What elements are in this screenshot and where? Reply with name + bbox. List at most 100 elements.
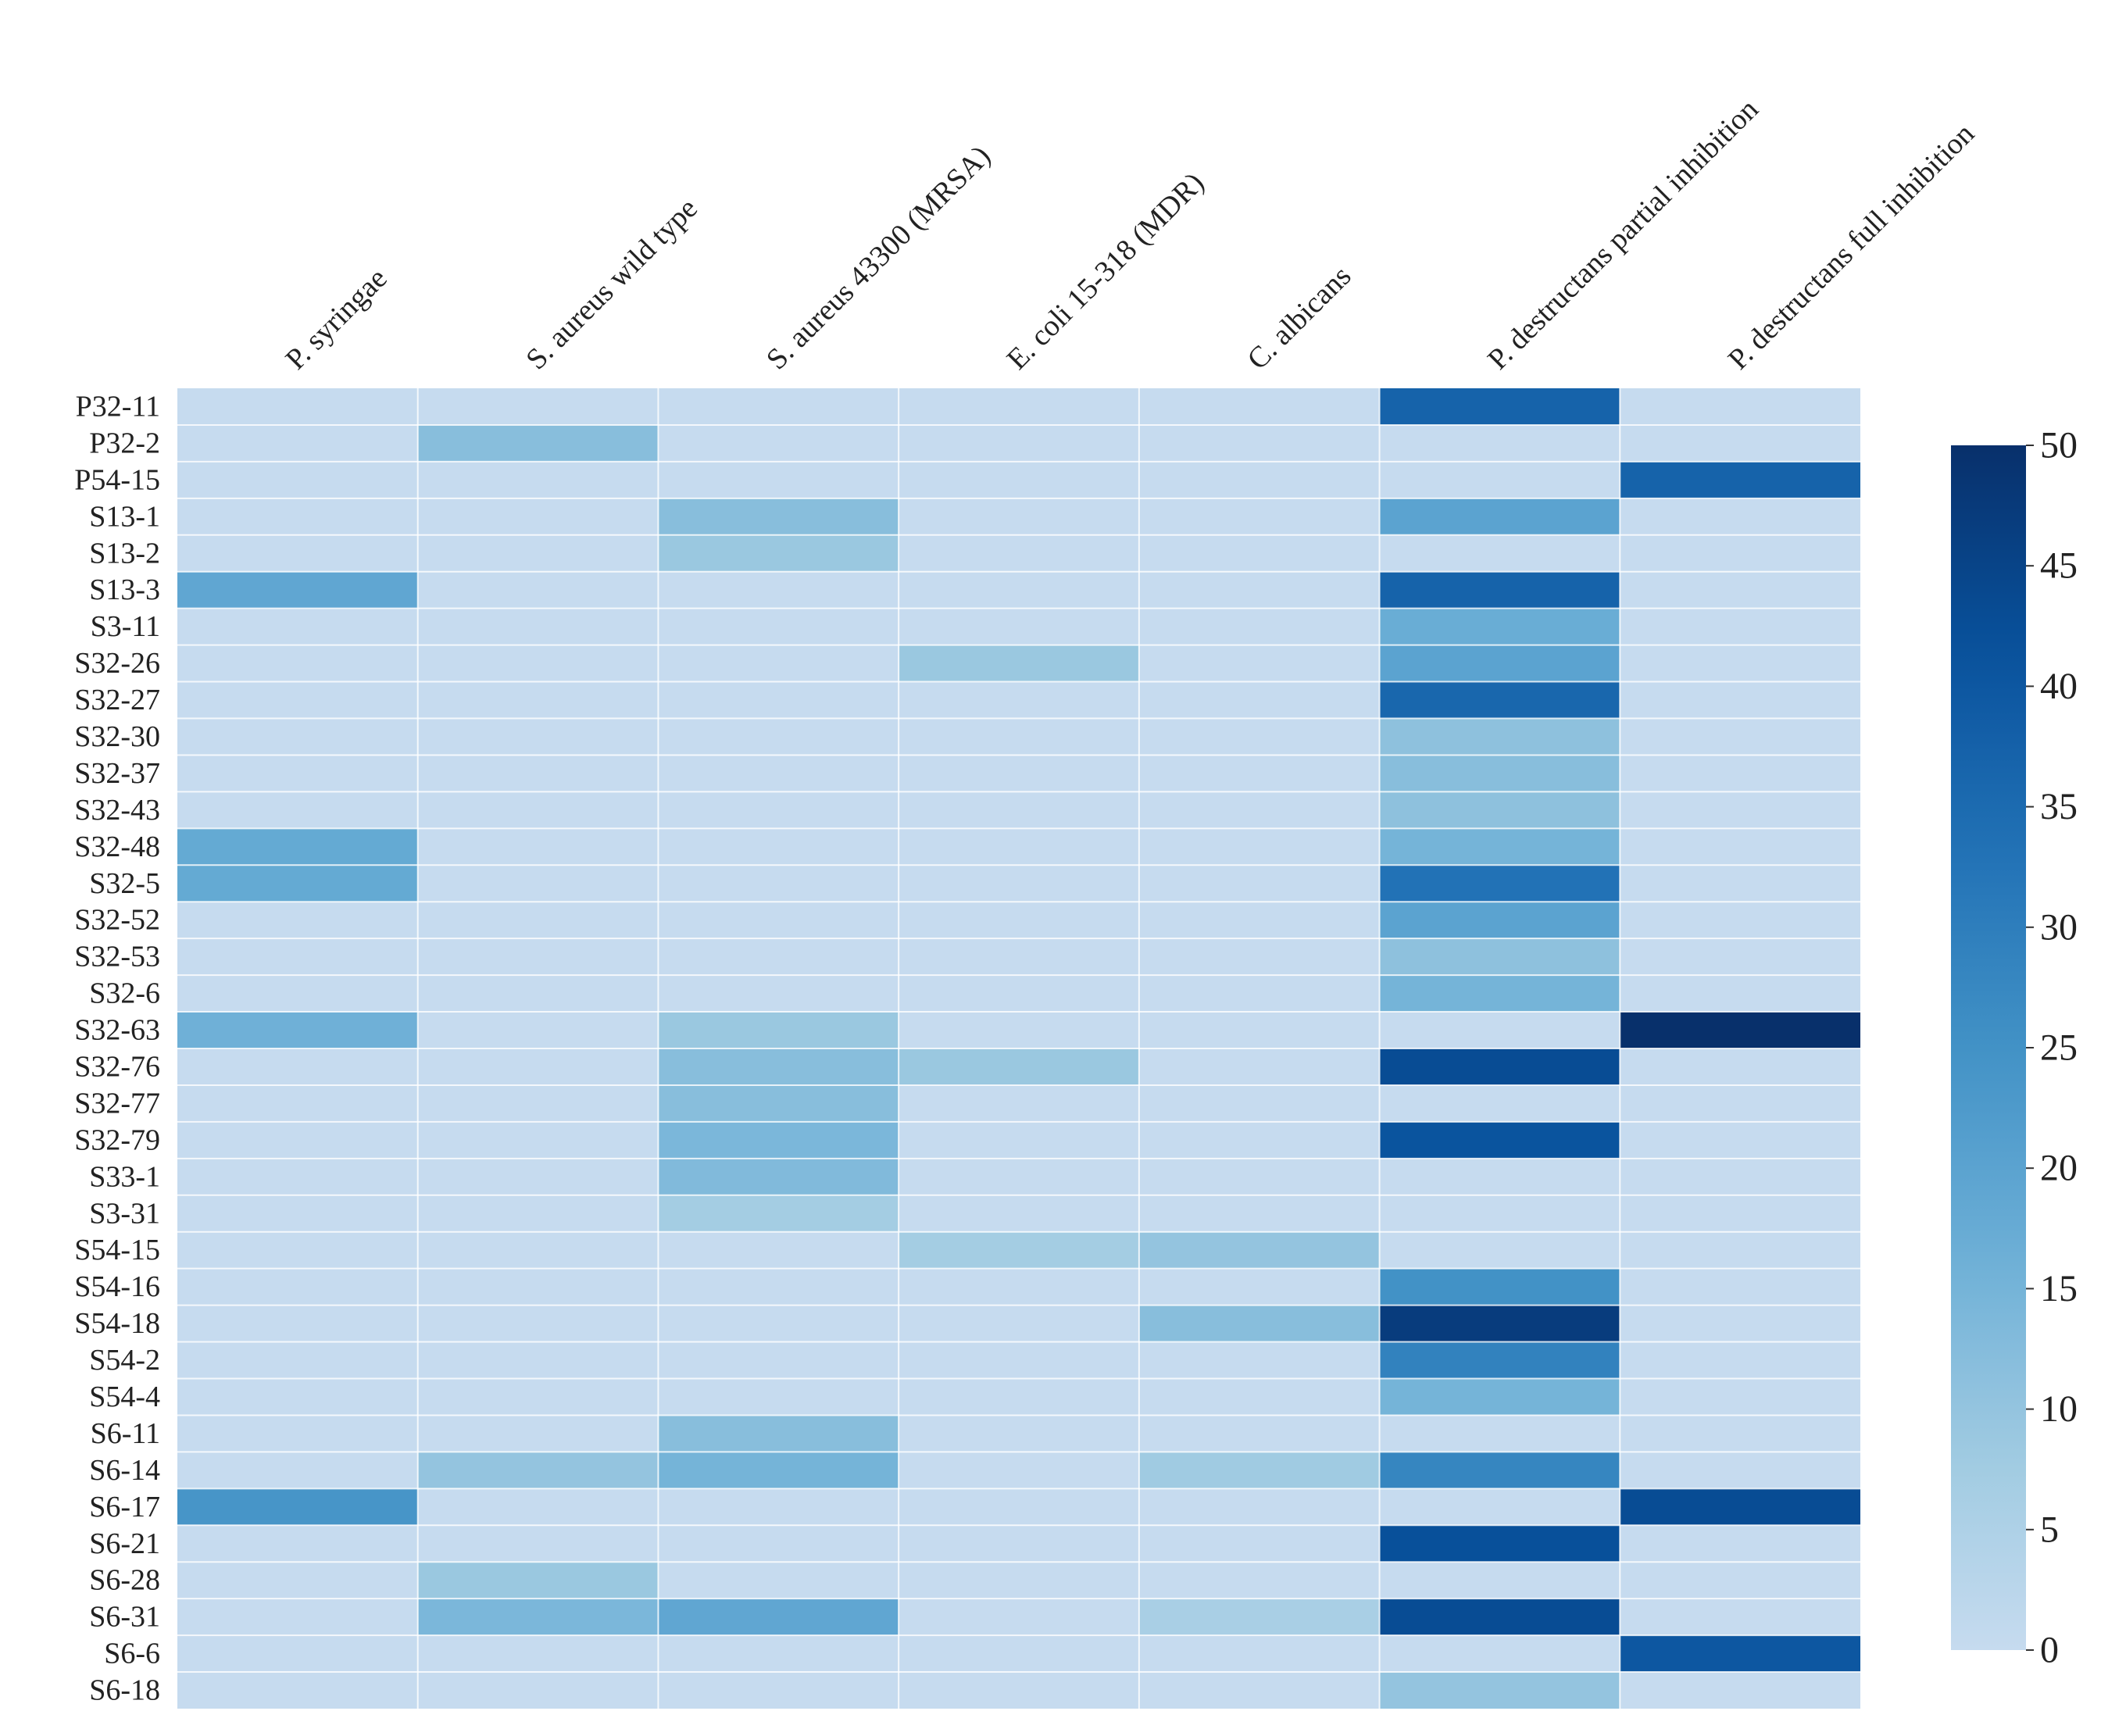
heatmap-cell — [177, 1012, 418, 1048]
heatmap-cell — [417, 718, 659, 755]
heatmap-cell — [417, 1415, 659, 1452]
heatmap-cell — [177, 938, 418, 976]
heatmap-cell — [658, 1195, 899, 1232]
heatmap-cell — [658, 1635, 899, 1673]
heatmap-cell — [1620, 1121, 1860, 1159]
heatmap-cell — [1138, 1084, 1380, 1122]
heatmap-cell — [1379, 1341, 1620, 1379]
heatmap-cell — [899, 1672, 1139, 1709]
heatmap-cell — [177, 1488, 418, 1526]
heatmap-cell — [1620, 1158, 1860, 1195]
heatmap-cell — [899, 938, 1139, 976]
colorbar-tick-label: 40 — [2040, 666, 2078, 707]
heatmap-cell — [1620, 828, 1860, 866]
heatmap-cell — [1620, 718, 1860, 755]
heatmap-cell — [899, 1341, 1139, 1379]
heatmap-cell — [177, 1158, 418, 1195]
heatmap-cell — [658, 1012, 899, 1048]
heatmap-cell — [1379, 828, 1620, 866]
heatmap-cell — [1379, 1562, 1620, 1599]
row-tick-label: P32-2 — [89, 427, 160, 459]
colorbar-tick-label: 45 — [2040, 545, 2078, 587]
heatmap-cell — [1138, 1012, 1380, 1048]
heatmap-cell — [177, 1195, 418, 1232]
heatmap-cell — [658, 534, 899, 572]
heatmap-cell — [1379, 461, 1620, 498]
row-tick-label: S32-30 — [74, 720, 160, 753]
heatmap-cell — [1620, 1378, 1860, 1416]
colorbar-tick-label: 35 — [2040, 786, 2078, 827]
heatmap-cell — [417, 902, 659, 939]
heatmap-cell — [658, 1231, 899, 1269]
heatmap-cell — [1379, 755, 1620, 792]
row-tick-label: S32-77 — [74, 1087, 160, 1120]
column-tick-label: E. coli 15-318 (MDR) — [1001, 166, 1211, 377]
heatmap-cell — [1620, 1488, 1860, 1526]
heatmap-cell — [1138, 975, 1380, 1013]
row-tick-label: S13-1 — [89, 500, 160, 533]
heatmap-cell — [177, 1121, 418, 1159]
heatmap-cell — [417, 828, 659, 866]
heatmap-cell — [899, 461, 1139, 498]
heatmap-cell — [177, 571, 418, 609]
heatmap-cell — [177, 1084, 418, 1122]
heatmap-cell — [1379, 975, 1620, 1013]
heatmap-cell — [1138, 1562, 1380, 1599]
heatmap-cell — [417, 534, 659, 572]
heatmap-cell — [1379, 1121, 1620, 1159]
row-tick-label: P54-15 — [74, 463, 160, 496]
heatmap-cell — [1620, 1084, 1860, 1122]
heatmap-cell — [417, 1195, 659, 1232]
row-tick-label: S33-1 — [89, 1160, 160, 1193]
heatmap-cell — [1620, 424, 1860, 462]
row-tick-label: S6-31 — [89, 1601, 160, 1634]
heatmap-cell — [1379, 388, 1620, 425]
row-tick-label: S54-16 — [74, 1270, 160, 1303]
heatmap-cell — [658, 1158, 899, 1195]
heatmap-cell — [658, 1305, 899, 1342]
heatmap-cell — [417, 1231, 659, 1269]
heatmap-cell — [1138, 1598, 1380, 1636]
heatmap-cell — [1620, 645, 1860, 682]
colorbar-tick-label: 20 — [2040, 1148, 2078, 1189]
heatmap-cell — [1620, 938, 1860, 976]
heatmap-cell — [1379, 1452, 1620, 1489]
heatmap-cell — [417, 498, 659, 535]
heatmap-cell — [899, 1195, 1139, 1232]
heatmap-cell — [658, 938, 899, 976]
heatmap-cell — [1379, 1525, 1620, 1563]
heatmap-cell — [1620, 461, 1860, 498]
heatmap-cell — [177, 498, 418, 535]
heatmap-cell — [1138, 1415, 1380, 1452]
row-tick-label: S13-3 — [89, 573, 160, 606]
row-tick-label: S32-79 — [74, 1123, 160, 1156]
heatmap-cell — [1620, 865, 1860, 902]
heatmap-cell — [1379, 571, 1620, 609]
column-tick-label: P. syringae — [280, 262, 394, 376]
heatmap-cell — [177, 388, 418, 425]
heatmap-cell — [177, 1268, 418, 1306]
heatmap-cell — [1138, 718, 1380, 755]
heatmap-cell — [1138, 1635, 1380, 1673]
colorbar-tick-label: 30 — [2040, 906, 2078, 948]
row-tick-label: S54-4 — [89, 1381, 160, 1413]
heatmap-cell — [417, 1341, 659, 1379]
heatmap-cell — [1138, 1048, 1380, 1085]
colorbar-tick-label: 25 — [2040, 1027, 2078, 1069]
heatmap-cell — [1379, 1635, 1620, 1673]
heatmap-cell — [1138, 1452, 1380, 1489]
row-tick-label: S6-17 — [89, 1491, 160, 1523]
row-tick-label: S6-6 — [104, 1638, 160, 1670]
heatmap-cell — [1138, 1195, 1380, 1232]
heatmap-cell — [1138, 645, 1380, 682]
heatmap-cell — [177, 1341, 418, 1379]
heatmap-cell — [899, 1012, 1139, 1048]
heatmap-cell — [1379, 1672, 1620, 1709]
heatmap-cell — [177, 1305, 418, 1342]
heatmap-cell — [177, 1525, 418, 1563]
row-tick-label: S13-2 — [89, 537, 160, 570]
heatmap-cell — [417, 681, 659, 719]
heatmap-cell — [417, 1452, 659, 1489]
heatmap-cell — [177, 1231, 418, 1269]
